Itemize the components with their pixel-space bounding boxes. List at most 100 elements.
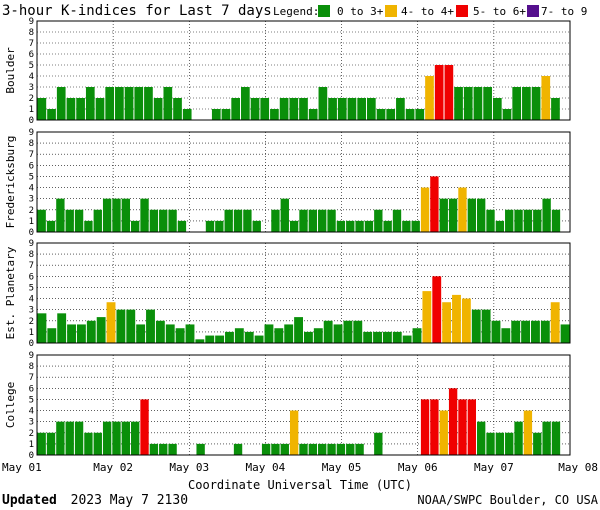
k-index-bar [486,209,495,232]
y-tick-label: 8 [29,362,34,372]
k-index-bar [299,98,308,120]
k-index-bar [412,328,422,343]
station-label: Est. Planetary [4,246,17,339]
k-index-bar [65,421,74,455]
k-index-bar [432,276,442,343]
y-tick-label: 7 [29,373,34,383]
legend-entry-4: 7- to 9 [541,5,587,18]
k-index-bar [492,98,502,120]
k-index-bar [420,399,430,455]
k-index-bar [215,220,224,232]
k-index-bar [93,432,102,455]
y-tick-label: 9 [29,17,34,27]
y-tick-label: 4 [29,295,34,305]
k-index-bar [289,98,299,120]
k-index-bar [318,443,327,455]
k-index-bar [336,443,346,455]
k-index-bar [86,320,96,343]
k-index-bar [313,328,323,343]
k-index-bar [396,98,405,120]
k-index-bar [175,328,185,343]
k-index-bar [205,220,215,232]
x-tick-label: May 05 [322,461,362,474]
k-index-bar [463,87,473,120]
y-tick-label: 5 [29,61,34,71]
k-index-bar [347,98,357,120]
k-index-bar [531,320,540,343]
k-index-bar [136,324,146,343]
k-index-bar [102,198,112,232]
k-index-bar [270,109,279,120]
k-index-bar [159,209,168,232]
k-index-bar [444,65,454,120]
x-tick-label: May 07 [474,461,514,474]
k-index-bar [121,198,131,232]
panel-frame [36,242,571,344]
k-index-bar [131,421,140,455]
k-index-bar [505,432,514,455]
k-index-bar [346,220,355,232]
k-index-bar [476,421,486,455]
k-index-bar [540,320,550,343]
k-index-bar [333,324,343,343]
k-index-bar [47,328,57,343]
station-panels: 0123456789Boulder0123456789Fredericksbur… [4,17,571,461]
y-tick-label: 6 [29,50,34,60]
k-index-bar [231,98,241,120]
k-index-bar [454,87,463,120]
k-index-bar [182,109,192,120]
k-index-bar [225,331,234,343]
panel-frame [36,20,571,121]
k-index-bar [402,220,411,232]
k-index-bar [57,313,67,343]
k-index-bar [505,209,514,232]
k-index-bar [252,220,261,232]
k-index-bar [405,109,415,120]
k-index-bar [541,76,551,120]
k-index-bar [402,335,412,343]
k-index-bar [323,320,333,343]
k-index-bar [243,209,252,232]
k-index-bar [221,109,231,120]
k-index-bar [476,198,486,232]
y-tick-label: 3 [29,83,34,93]
k-index-bar [376,109,386,120]
y-tick-label: 5 [29,283,34,293]
y-tick-label: 5 [29,395,34,405]
k-index-bar [126,309,136,343]
k-index-bar [46,432,56,455]
k-index-bar [523,209,533,232]
k-index-bar [366,98,376,120]
legend-label: Legend: [273,5,319,18]
k-index-bar [254,335,264,343]
k-index-bar [382,331,392,343]
k-index-bar [95,98,105,120]
k-index-bar [76,98,85,120]
k-index-bar [448,388,458,455]
k-index-bar [56,87,66,120]
k-index-bar [56,421,65,455]
y-tick-label: 4 [29,184,34,194]
k-index-bar [355,220,364,232]
k-index-bar [422,291,432,343]
k-index-bar [102,421,112,455]
k-index-bar [392,331,402,343]
k-index-bar [195,339,205,343]
k-index-bar [521,320,531,343]
y-tick-label: 2 [29,94,34,104]
x-tick-label: May 01 [2,461,42,474]
k-index-bar [542,421,551,455]
k-index-bar [442,302,452,343]
k-index-bar [439,198,448,232]
k-index-bar [140,399,149,455]
k-index-bar [280,198,289,232]
k-index-bar [74,421,84,455]
k-index-bar [153,98,163,120]
k-index-bar [551,98,560,120]
k-index-bar [467,198,476,232]
k-index-bar [374,432,383,455]
k-index-bar [346,443,355,455]
x-tick-label: May 04 [246,461,286,474]
x-tick-label: May 08 [558,461,598,474]
y-tick-label: 8 [29,250,34,260]
